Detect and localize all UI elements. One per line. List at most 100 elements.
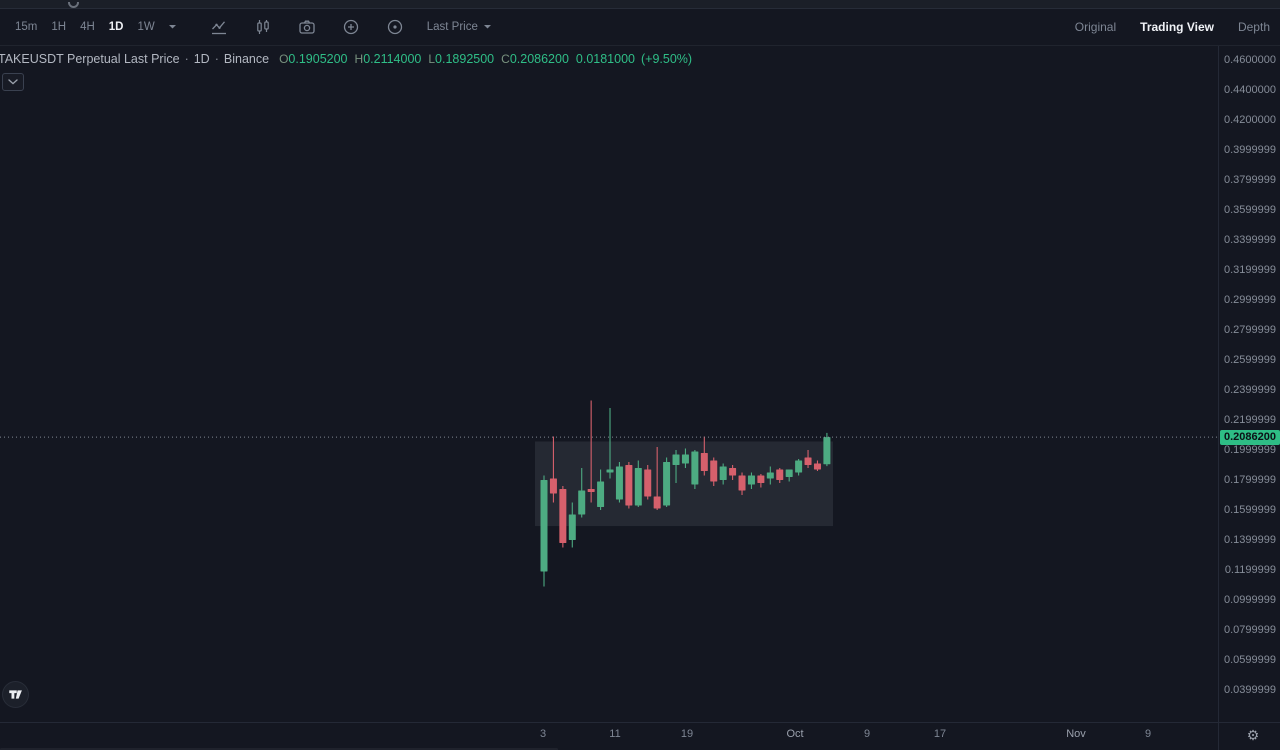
candle-body [644, 469, 652, 497]
open-value: 0.1905200 [288, 52, 348, 66]
timeframe-group: 15m 1H 4H 1D 1W [8, 17, 162, 37]
price-source-label: Last Price [426, 21, 478, 33]
time-scrollbar[interactable] [0, 748, 558, 750]
price-axis-label: 0.1399999 [1224, 533, 1276, 546]
chart-toolbar: 15m 1H 4H 1D 1W Last Price Original Trading V… [0, 9, 1280, 46]
close-label: C [501, 52, 510, 66]
chevron-down-icon [483, 25, 491, 29]
price-axis-label: 0.4200000 [1224, 113, 1276, 126]
timeframe-button-15m[interactable]: 15m [8, 17, 44, 37]
candle-body [672, 454, 680, 465]
cutoff-element [68, 2, 79, 8]
price-axis-label: 0.2999999 [1224, 293, 1276, 306]
legend-collapse-button[interactable] [2, 73, 24, 91]
axis-settings-gear-icon[interactable]: ⚙ [1246, 726, 1260, 743]
candle-body [568, 514, 576, 540]
price-axis-label: 0.0999999 [1224, 593, 1276, 606]
current-price-label: 0.2086200 [1220, 429, 1280, 445]
timeframe-button-1h[interactable]: 1H [44, 17, 73, 37]
candle-body [700, 453, 708, 471]
candle-body [549, 478, 557, 494]
view-tabs: Original Trading View Depth [1075, 20, 1272, 34]
price-axis-label: 0.3999999 [1224, 143, 1276, 156]
candle-body [719, 466, 727, 480]
candlestick-chart-button[interactable] [251, 15, 275, 39]
time-axis-label: 11 [609, 728, 621, 740]
timeframe-button-1w[interactable]: 1W [130, 17, 161, 37]
time-axis-label: Nov [1066, 728, 1086, 740]
price-axis-label: 0.1599999 [1224, 503, 1276, 516]
candle-body [823, 437, 831, 465]
candle-body [691, 451, 699, 485]
price-axis[interactable]: 0.4600000 0.4400000 0.4200000 0.3999999 0.37… [1218, 46, 1280, 722]
candle-body [729, 468, 737, 476]
time-axis[interactable]: 3 11 19 Oct 9 17 Nov 9 [0, 722, 1280, 750]
timeframe-more-button[interactable] [162, 19, 183, 36]
venue-label: Binance [223, 52, 270, 66]
candle-body [804, 457, 812, 465]
timeframe-button-1d[interactable]: 1D [102, 17, 131, 37]
candle-body [615, 466, 623, 500]
price-axis-label: 0.3599999 [1224, 203, 1276, 216]
zoom-in-icon [342, 18, 360, 36]
candle-body [634, 468, 642, 506]
view-tab-original[interactable]: Original [1074, 20, 1117, 34]
line-chart-button[interactable] [207, 15, 231, 39]
time-axis-label: Oct [786, 728, 804, 740]
price-axis-label: 0.3199999 [1224, 263, 1276, 276]
tool-icons [197, 15, 417, 39]
candlestick-chart [0, 400, 1218, 587]
price-axis-label: 0.2599999 [1224, 353, 1276, 366]
price-axis-label: 0.1999999 [1224, 443, 1276, 456]
chevron-down-icon [8, 79, 18, 85]
candle-body [795, 460, 803, 473]
candle-body [625, 465, 633, 506]
low-label: L [428, 52, 436, 66]
camera-button[interactable] [295, 15, 319, 39]
price-axis-label: 0.3799999 [1224, 173, 1276, 186]
candle-body [587, 489, 595, 492]
time-axis-label: 3 [539, 728, 547, 740]
change-value: 0.0181000 [575, 52, 635, 66]
candle-body [606, 469, 614, 473]
top-strip [0, 0, 1280, 9]
candle-body [747, 475, 755, 485]
tradingview-logo-icon [9, 690, 22, 699]
time-axis-label: 19 [680, 728, 694, 740]
price-axis-label: 0.3399999 [1224, 233, 1276, 246]
view-tab-depth[interactable]: Depth [1237, 20, 1270, 34]
candle-body [757, 475, 765, 483]
candle-body [785, 469, 793, 477]
timeframe-button-4h[interactable]: 4H [73, 17, 102, 37]
price-axis-label: 0.1199999 [1224, 563, 1276, 576]
price-axis-label: 0.0799999 [1224, 623, 1276, 636]
price-axis-label: 0.4600000 [1224, 53, 1276, 66]
candle-body [710, 460, 718, 482]
interval-label: 1D [193, 52, 210, 66]
zoom-in-button[interactable] [339, 15, 363, 39]
high-value: 0.2114000 [363, 52, 422, 66]
chart-canvas[interactable] [0, 46, 1218, 722]
candle-body [597, 481, 605, 507]
price-axis-label: 0.2799999 [1224, 323, 1276, 336]
chevron-down-icon [168, 24, 176, 28]
candle-body [578, 490, 586, 515]
time-axis-label: 9 [1144, 728, 1152, 740]
price-source-dropdown[interactable]: Last Price [427, 21, 492, 33]
price-axis-label: 0.0399999 [1224, 683, 1276, 696]
tradingview-logo[interactable] [2, 681, 29, 708]
separator-dot: · [214, 52, 219, 66]
close-value: 0.2086200 [509, 52, 569, 66]
view-tab-trading-view[interactable]: Trading View [1140, 20, 1214, 34]
zoom-reset-button[interactable] [383, 15, 407, 39]
candle-body [663, 462, 671, 506]
price-axis-label: 0.1799999 [1224, 473, 1276, 486]
zoom-reset-icon [386, 18, 404, 36]
price-axis-label: 0.2199999 [1224, 413, 1276, 426]
candle-body [540, 480, 548, 572]
candle-body [813, 463, 821, 470]
open-label: O [279, 52, 289, 66]
change-percent: (+9.50%) [641, 52, 693, 66]
time-axis-label: 17 [933, 728, 947, 740]
